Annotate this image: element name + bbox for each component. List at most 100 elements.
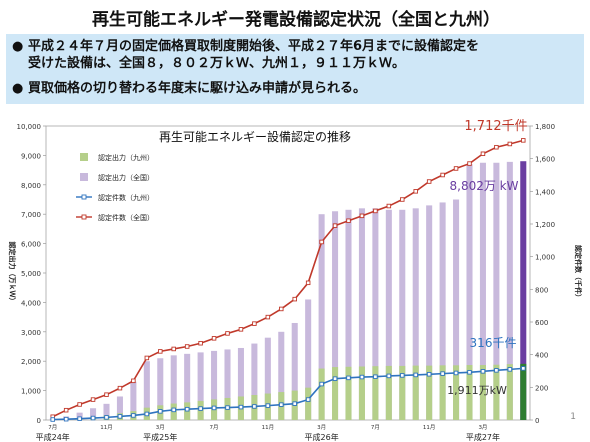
point-kyushu-count (238, 404, 244, 410)
y-right-tick-label: 400 (535, 352, 548, 360)
point-nation-count (90, 397, 96, 402)
y-right-tick-label: 200 (535, 384, 548, 392)
y-left-tick-label: 7,000 (21, 211, 41, 219)
y-left-tick-label: 0 (37, 417, 41, 425)
point-kyushu-count (198, 406, 203, 411)
page-number: 1 (570, 412, 576, 422)
bar-nation-output (439, 202, 446, 420)
point-kyushu-count (480, 369, 486, 374)
point-nation-count (63, 407, 69, 413)
bar-kyushu-output (332, 367, 339, 420)
x-month-label: 3月 (317, 424, 326, 431)
x-year-label: 平成27年 (466, 432, 500, 442)
x-month-label: 7月 (48, 424, 57, 431)
y-left-tick-label: 10,000 (17, 123, 42, 131)
bar-nation-output (520, 161, 527, 420)
y-right-axis-title: 認定件数（千件） (574, 245, 583, 301)
bar-kyushu-output (520, 363, 527, 420)
point-kyushu-count (359, 374, 365, 380)
legend-marker (81, 214, 87, 220)
bullet-text-continued: 受けた設備は、全国８，８０２万ｋＷ、九州１，９１１万ｋＷ。 (28, 56, 406, 71)
legend-marker (81, 194, 87, 200)
x-month-label: 7月 (371, 424, 380, 431)
bullet-text: 買取価格の切り替わる年度末に駆け込み申請が見られる。 (28, 81, 367, 96)
x-month-label: 11月 (100, 424, 113, 431)
y-right-tick-label: 1,600 (535, 156, 555, 164)
point-nation-count (507, 141, 513, 147)
point-nation-count (144, 355, 150, 361)
bar-kyushu-output (345, 366, 352, 420)
point-kyushu-count (131, 413, 136, 418)
point-kyushu-count (184, 406, 190, 412)
point-kyushu-count (413, 372, 418, 378)
point-kyushu-count (252, 404, 257, 409)
bullet-item: ● 買取価格の切り替わる年度末に駆け込み申請が見られる。 (12, 80, 582, 97)
point-nation-count (265, 314, 271, 320)
point-nation-count (171, 346, 176, 352)
bar-nation-output (130, 381, 137, 420)
y-right-tick-label: 600 (535, 319, 548, 327)
legend-label: 認定件数（九州） (98, 193, 154, 202)
point-kyushu-count (144, 411, 150, 417)
bar-kyushu-output (358, 366, 365, 420)
point-kyushu-count (400, 373, 405, 378)
bar-nation-output (76, 412, 83, 420)
bar-kyushu-output (372, 366, 379, 420)
point-kyushu-count (386, 373, 392, 379)
point-nation-count (467, 161, 472, 166)
point-kyushu-count (77, 416, 82, 421)
legend-label: 認定件数（全国） (98, 213, 154, 222)
annotation-kyushu-count: 316千件 (470, 336, 517, 350)
x-month-label: 3月 (156, 424, 165, 431)
point-kyushu-count (50, 417, 55, 422)
bar-nation-output (264, 337, 271, 420)
point-nation-count (413, 189, 418, 194)
y-right-tick-label: 800 (535, 286, 548, 294)
point-nation-count (117, 385, 123, 391)
point-nation-count (184, 344, 190, 349)
bar-nation-output (412, 208, 419, 420)
x-year-label: 平成24年 (36, 432, 70, 442)
point-nation-count (346, 218, 351, 223)
annotation-nation-output: 8,802万 kW (450, 179, 519, 193)
bar-nation-output (453, 199, 460, 420)
bar-nation-output (143, 361, 150, 420)
annotation-kyushu-output: 1,911万kW (447, 384, 507, 397)
bar-nation-output (305, 299, 312, 420)
y-right-tick-label: 1,200 (535, 221, 555, 229)
bar-kyushu-output (426, 365, 433, 420)
bullet-item: ● 平成２４年７月の固定価格買取制度開始後、平成２７年6月までに設備認定を 受けた… (12, 38, 582, 72)
point-kyushu-count (494, 368, 499, 373)
point-kyushu-count (292, 401, 297, 406)
bar-nation-output (170, 355, 177, 420)
point-nation-count (386, 203, 392, 209)
point-nation-count (319, 239, 324, 245)
legend-swatch (80, 173, 88, 181)
bar-nation-output (399, 209, 406, 420)
y-left-tick-label: 9,000 (21, 152, 41, 160)
point-nation-count (521, 138, 526, 143)
y-left-axis-title: 認定出力（万ｋＷ） (8, 242, 17, 305)
bar-nation-output (332, 211, 339, 420)
bar-kyushu-output (479, 365, 486, 420)
point-kyushu-count (305, 397, 311, 402)
point-kyushu-count (158, 409, 163, 414)
point-nation-count (77, 402, 82, 407)
point-kyushu-count (507, 367, 513, 372)
y-right-tick-label: 1,000 (535, 254, 555, 262)
legend-label: 認定出力（全国） (98, 173, 154, 182)
bar-kyushu-output (493, 364, 500, 420)
bar-nation-output (506, 161, 513, 421)
point-kyushu-count (453, 370, 459, 376)
point-nation-count (279, 306, 284, 312)
point-nation-count (359, 213, 365, 219)
point-nation-count (104, 392, 109, 397)
point-nation-count (453, 166, 459, 171)
point-kyushu-count (332, 376, 338, 381)
bar-kyushu-output (439, 365, 446, 420)
point-kyushu-count (279, 402, 284, 407)
point-kyushu-count (225, 405, 230, 410)
point-nation-count (211, 336, 217, 341)
x-year-label: 平成26年 (305, 432, 339, 442)
point-nation-count (440, 172, 445, 178)
